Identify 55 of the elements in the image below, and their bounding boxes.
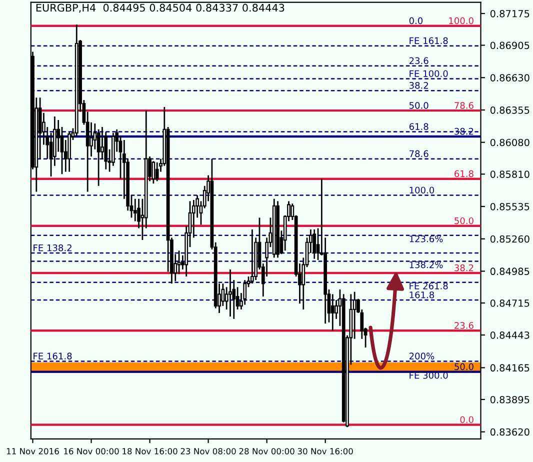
x-tick-label: 18 Nov 16:00 [122,448,178,454]
x-tick-label: 11 Nov 2016 [6,448,59,454]
candlestick [90,122,93,158]
y-tick-label: 0.86355 [490,106,530,114]
y-tick-label: 0.87175 [490,10,530,18]
annotation: 0.0 [409,17,423,24]
annotation: 38.2 [454,128,474,135]
y-tick-label: 0.84985 [490,268,530,276]
annotation: 61.8 [454,170,474,178]
annotation: FE 100.0 [410,70,448,78]
candlestick [155,162,159,182]
annotation: FE 161.8 [410,37,448,44]
candlestick [152,160,156,184]
chart-title: EURGBP,H4 0.84495 0.84504 0.84337 0.84443 [36,4,284,13]
annotation: 100.0 [449,17,474,24]
y-tick-label: 0.84715 [490,299,530,307]
y-tick-label: 0.83620 [490,428,530,436]
candlestick [100,126,104,160]
annotation: 78.6 [410,150,428,158]
annotation: FE 138.2 [34,244,72,252]
annotation: 123.6% [410,235,443,242]
y-tick-label: 0.86630 [490,74,530,82]
y-tick-label: 0.85535 [490,202,530,210]
annotation: 23.6 [454,322,474,329]
annotation: 50.0 [454,217,474,224]
annotation: 200% [409,352,434,360]
x-tick-label: 28 Nov 00:00 [239,448,294,454]
annotation: 61.8 [409,123,428,130]
annotation: 38.2 [409,82,428,89]
annotation: 50.0 [409,102,428,109]
annotation: 100.0 [410,186,434,194]
x-tick-label: 16 Nov 00:00 [64,448,119,454]
annotation: 0.0 [460,416,474,424]
candlestick [312,228,316,260]
y-tick-label: 0.85810 [490,170,530,178]
x-tick-label: 23 Nov 08:00 [180,448,236,454]
candlestick [243,279,247,306]
y-tick-label: 0.84165 [490,364,530,372]
annotation: 161.8 [410,291,434,298]
annotation: FE 161.8 [34,352,72,360]
y-tick-label: 0.84443 [490,331,530,339]
candlestick [330,293,334,332]
y-tick-label: 0.86905 [490,42,530,50]
y-tick-label: 0.86080 [490,138,530,146]
annotation: 38.2 [454,264,474,272]
annotation: 50.0 [454,363,474,370]
y-tick-label: 0.85260 [490,235,530,243]
annotation: 78.6 [454,102,474,109]
candlestick [250,228,254,284]
candlestick [133,198,137,222]
candlestick [228,268,232,318]
y-tick-label: 0.83895 [490,396,530,404]
annotation: 138.2% [410,261,443,268]
annotation: 23.6 [409,57,428,64]
x-tick-label: 30 Nov 16:00 [298,448,353,454]
